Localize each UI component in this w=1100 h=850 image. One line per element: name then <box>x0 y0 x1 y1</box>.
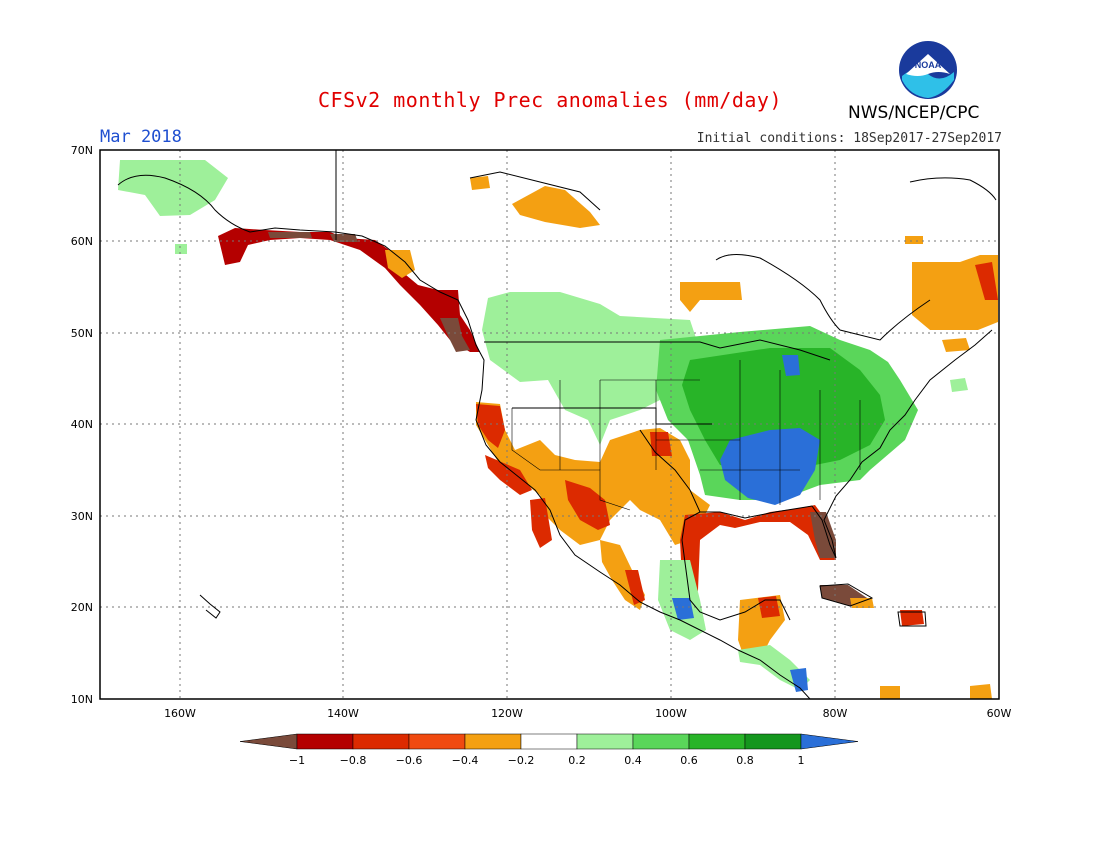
colorbar-label: −0.2 <box>508 754 535 767</box>
lat-label: 60N <box>71 235 93 248</box>
colorbar-swatch <box>632 733 690 750</box>
colorbar-label: −0.4 <box>452 754 479 767</box>
anomaly-field <box>118 160 998 699</box>
svg-text:NOAA: NOAA <box>915 60 942 70</box>
state-borders <box>511 360 861 511</box>
colorbar-arrow-high <box>800 733 859 750</box>
colorbar-swatch <box>520 733 578 750</box>
colorbar-label: 0.4 <box>624 754 642 767</box>
colorbar-swatch <box>744 733 802 750</box>
map-title: CFSv2 monthly Prec anomalies (mm/day) <box>317 88 783 112</box>
lon-label: 140W <box>327 707 359 720</box>
lon-label: 120W <box>491 707 523 720</box>
latitude-labels: 70N 60N 50N 40N 30N 20N 10N <box>71 144 93 706</box>
lat-label: 70N <box>71 144 93 157</box>
colorbar-label: 1 <box>798 754 805 767</box>
forecast-month: Mar 2018 <box>100 127 182 147</box>
lat-label: 30N <box>71 510 93 523</box>
lat-label: 10N <box>71 693 93 706</box>
lon-label: 160W <box>164 707 196 720</box>
colorbar-swatch <box>296 733 354 750</box>
colorbar-label: −1 <box>289 754 305 767</box>
map-frame <box>99 149 1000 700</box>
colorbar-swatch <box>464 733 522 750</box>
graticule <box>100 150 999 699</box>
agency-label: NWS/NCEP/CPC <box>848 103 980 123</box>
colorbar-label: 0.6 <box>680 754 698 767</box>
colorbar-label: −0.6 <box>396 754 423 767</box>
colorbar-swatch <box>688 733 746 750</box>
colorbar: −1 −0.8 −0.6 −0.4 −0.2 0.2 0.4 0.6 0.8 1 <box>239 733 859 767</box>
colorbar-label: 0.8 <box>736 754 754 767</box>
noaa-logo-icon: NOAA <box>899 41 957 99</box>
lat-label: 40N <box>71 418 93 431</box>
lat-label: 20N <box>71 601 93 614</box>
colorbar-arrow-low <box>239 733 298 750</box>
colorbar-swatch <box>408 733 466 750</box>
colorbar-label: −0.8 <box>340 754 367 767</box>
colorbar-swatch <box>576 733 634 750</box>
lon-label: 60W <box>987 707 1012 720</box>
lon-label: 100W <box>655 707 687 720</box>
initial-conditions: Initial conditions: 18Sep2017-27Sep2017 <box>696 131 1002 146</box>
colorbar-swatch <box>352 733 410 750</box>
lon-label: 80W <box>823 707 848 720</box>
longitude-labels: 160W 140W 120W 100W 80W 60W <box>164 707 1011 720</box>
colorbar-label: 0.2 <box>568 754 586 767</box>
lat-label: 50N <box>71 327 93 340</box>
